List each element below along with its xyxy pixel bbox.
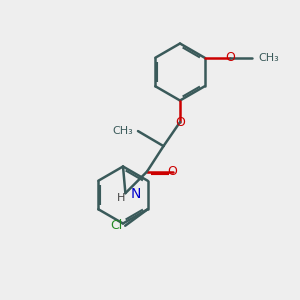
Text: N: N: [131, 187, 141, 201]
Text: O: O: [168, 165, 177, 178]
Text: O: O: [175, 116, 185, 129]
Text: H: H: [117, 193, 125, 203]
Text: CH₃: CH₃: [113, 126, 134, 136]
Text: CH₃: CH₃: [258, 53, 279, 63]
Text: O: O: [225, 51, 235, 64]
Text: Cl: Cl: [110, 219, 122, 232]
